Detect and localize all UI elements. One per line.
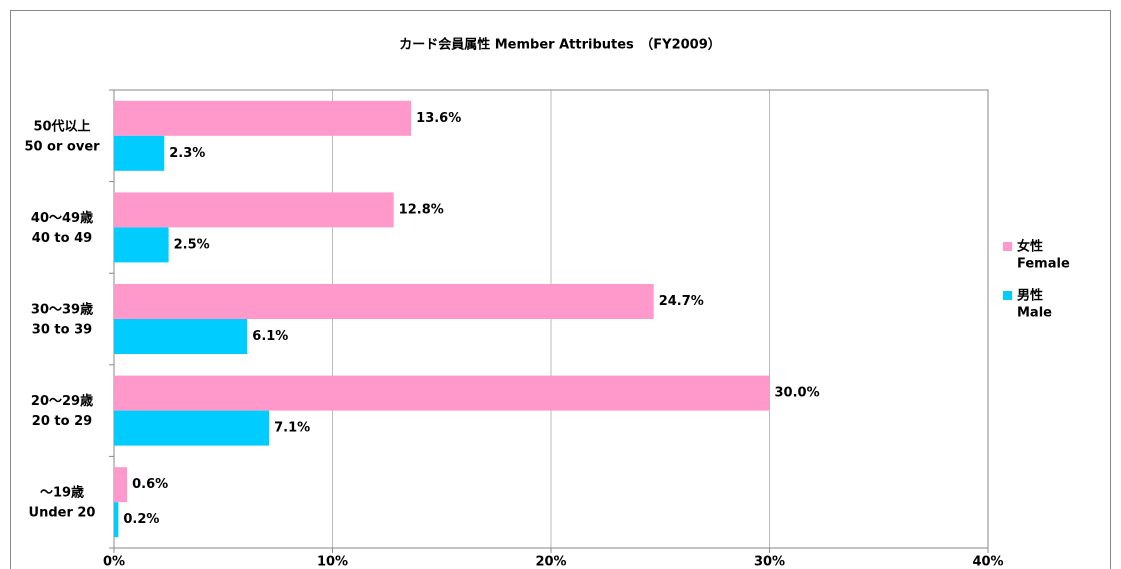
value-label: 7.1% xyxy=(274,421,310,436)
bar xyxy=(114,375,770,411)
y-tick-label: 40～49歳 xyxy=(31,210,93,226)
legend-label: Female xyxy=(1017,257,1070,272)
y-tick-label: 30～39歳 xyxy=(31,302,93,318)
bar xyxy=(114,467,128,503)
value-label: 13.6% xyxy=(416,111,461,126)
y-tick-label: 50代以上 xyxy=(33,118,90,134)
value-label: 12.8% xyxy=(399,202,444,217)
y-tick-label: 20～29歳 xyxy=(31,393,93,409)
legend-label: 女性 xyxy=(1017,239,1043,255)
y-tick-label: ～19歳 xyxy=(40,485,84,501)
bar xyxy=(114,100,412,136)
y-tick-label: 50 or over xyxy=(24,139,100,154)
bar xyxy=(114,410,270,446)
bar xyxy=(114,192,394,228)
x-tick-label: 10% xyxy=(317,555,348,569)
bar xyxy=(114,227,169,263)
value-label: 0.2% xyxy=(123,512,159,527)
bar xyxy=(114,284,654,319)
legend-label: Male xyxy=(1017,306,1052,321)
value-label: 6.1% xyxy=(252,329,288,344)
x-tick-label: 20% xyxy=(535,555,566,569)
legend-swatch xyxy=(1003,291,1012,300)
bar xyxy=(114,319,248,354)
legend-swatch xyxy=(1003,242,1012,251)
bar xyxy=(114,502,119,538)
y-tick-label: Under 20 xyxy=(29,506,96,521)
x-tick-label: 30% xyxy=(754,555,785,569)
value-label: 24.7% xyxy=(659,294,704,309)
y-tick-label: 30 to 39 xyxy=(32,323,92,338)
value-label: 2.3% xyxy=(169,146,205,161)
y-tick-label: 20 to 29 xyxy=(32,414,92,429)
legend-label: 男性 xyxy=(1017,288,1043,304)
bar xyxy=(114,135,165,171)
value-label: 0.6% xyxy=(132,477,168,492)
value-label: 30.0% xyxy=(775,386,820,401)
x-tick-label: 40% xyxy=(972,555,1003,569)
chart-title: カード会員属性 Member Attributes （FY2009） xyxy=(399,37,721,53)
x-tick-label: 0% xyxy=(103,555,125,569)
value-label: 2.5% xyxy=(174,237,210,252)
y-tick-label: 40 to 49 xyxy=(32,231,92,246)
